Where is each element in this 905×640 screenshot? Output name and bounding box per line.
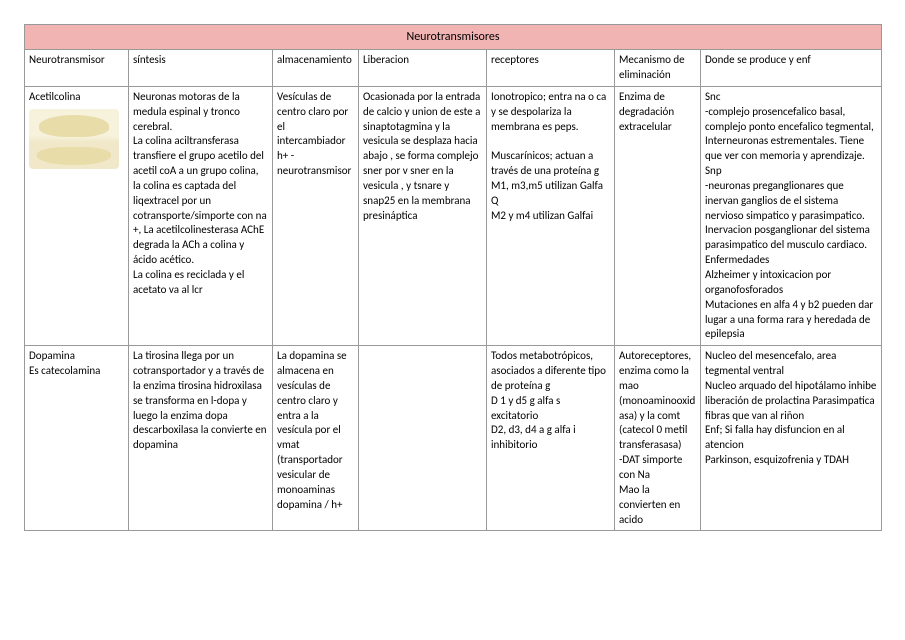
table-title-row: Neurotransmisores [25, 25, 882, 50]
cell-receptores: Todos metabotrópicos, asociados a difere… [487, 346, 615, 531]
table-header-row: Neurotransmisor síntesis almacenamiento … [25, 50, 882, 87]
cell-liberacion [359, 346, 487, 531]
cell-almacenamiento: La dopamina se almacena en vesículas de … [273, 346, 359, 531]
neurotransmitters-table: Neurotransmisores Neurotransmisor síntes… [24, 24, 882, 531]
cell-receptores: Ionotropico; entra na o ca y se despolar… [487, 86, 615, 345]
cell-donde-produce: Snc -complejo prosencefalico basal, comp… [701, 86, 882, 345]
cell-nt-label: Acetilcolina [29, 90, 81, 103]
table-row: Dopamina Es catecolamina La tirosina lle… [25, 346, 882, 531]
cell-sintesis: Neuronas motoras de la medula espinal y … [129, 86, 273, 345]
cell-sintesis: La tirosina llega por un cotransportador… [129, 346, 273, 531]
header-sintesis: síntesis [129, 50, 273, 87]
header-liberacion: Liberacion [359, 50, 487, 87]
header-almacenamiento: almacenamiento [273, 50, 359, 87]
cell-mecanismo: Enzima de degradación extracelular [615, 86, 701, 345]
header-neurotransmisor: Neurotransmisor [25, 50, 129, 87]
cell-neurotransmisor: Acetilcolina [25, 86, 129, 345]
table-row: Acetilcolina Neuronas motoras de la medu… [25, 86, 882, 345]
header-mecanismo: Mecanismo de eliminación [615, 50, 701, 87]
cell-donde-produce: Nucleo del mesencefalo, area tegmental v… [701, 346, 882, 531]
synapse-diagram-icon [29, 109, 119, 169]
cell-mecanismo: Autoreceptores, enzima como la mao (mono… [615, 346, 701, 531]
cell-neurotransmisor: Dopamina Es catecolamina [25, 346, 129, 531]
header-receptores: receptores [487, 50, 615, 87]
header-donde-produce: Donde se produce y enf [701, 50, 882, 87]
table-title: Neurotransmisores [25, 25, 882, 50]
cell-liberacion: Ocasionada por la entrada de calcio y un… [359, 86, 487, 345]
cell-almacenamiento: Vesículas de centro claro por el interca… [273, 86, 359, 345]
